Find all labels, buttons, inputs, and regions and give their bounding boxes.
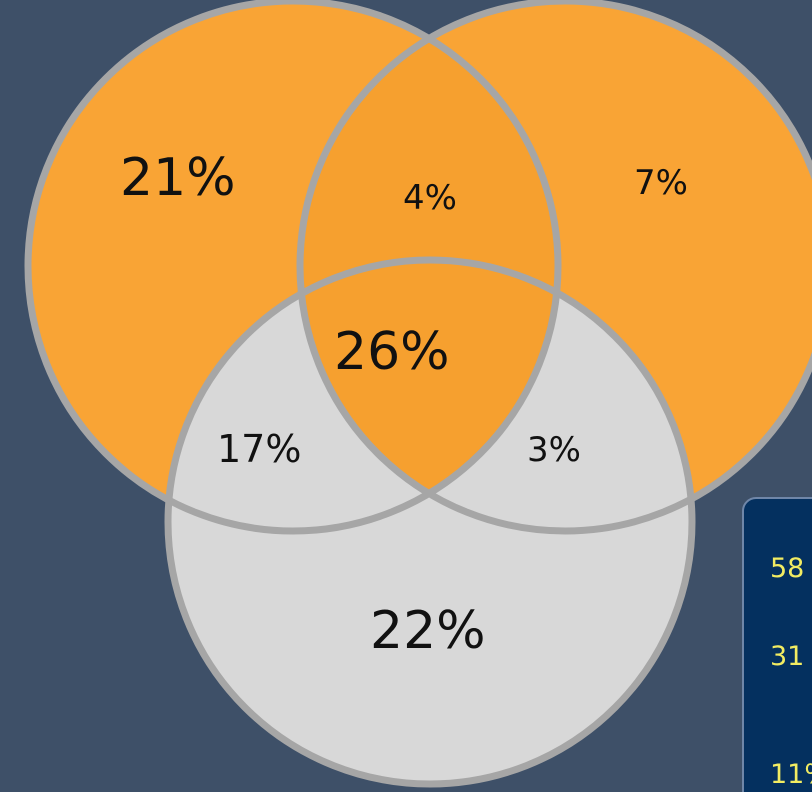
label-c-only: 22% xyxy=(370,601,486,661)
circle-b-outline xyxy=(296,0,812,535)
circle-ab-overlap xyxy=(300,1,558,531)
label-ac: 17% xyxy=(217,427,302,471)
label-ab: 4% xyxy=(403,178,457,218)
legend-item-1: 58 xyxy=(770,553,805,584)
label-abc: 26% xyxy=(334,322,450,382)
label-b-only: 7% xyxy=(634,163,688,203)
circle-a-outline xyxy=(24,0,562,535)
legend-item-3: 11% xyxy=(770,759,812,790)
legend-box: 58 31 11% xyxy=(742,497,812,792)
label-bc: 3% xyxy=(527,430,581,470)
circle-c-outline xyxy=(164,256,696,788)
label-a-only: 21% xyxy=(120,148,236,208)
legend-item-2: 31 xyxy=(770,641,805,672)
circle-c-fill xyxy=(168,260,692,784)
